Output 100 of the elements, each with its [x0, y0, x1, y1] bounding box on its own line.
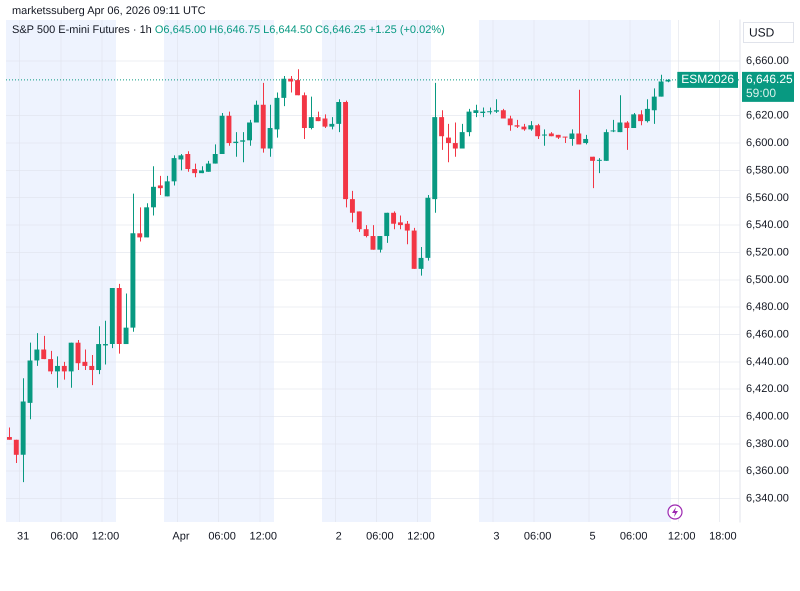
candlestick — [151, 166, 156, 216]
candlestick — [542, 128, 547, 146]
candlestick — [535, 123, 540, 140]
x-tick-label: 06:00 — [620, 530, 648, 542]
x-tick-label: 12:00 — [92, 530, 120, 542]
candlestick — [473, 104, 478, 118]
x-tick-label: 12:00 — [668, 530, 696, 542]
candlestick — [82, 349, 88, 371]
candlestick — [644, 98, 650, 124]
y-tick-label: 6,500.00 — [746, 274, 789, 286]
y-tick-label: 6,360.00 — [746, 465, 789, 478]
candlestick — [103, 320, 108, 366]
y-tick-label: 6,600.00 — [746, 137, 789, 150]
candlestick — [268, 104, 273, 158]
candlestick — [48, 350, 54, 375]
candlestick — [76, 339, 80, 371]
candlestick — [356, 210, 362, 232]
annotation: O6,645.00 H6,646.75 L6,644.50 C6,646.25 +1.25 (+0.02%) — [154, 24, 445, 36]
x-tick-label: 06:00 — [50, 530, 78, 542]
candlestick — [350, 190, 355, 223]
y-axis-title: USD — [749, 25, 775, 40]
x-tick-label: Apr — [172, 530, 190, 542]
candlestick — [638, 110, 643, 126]
y-tick-label: 6,560.00 — [746, 192, 789, 204]
candlestick — [404, 220, 410, 245]
candlestick — [391, 210, 396, 230]
y-tick-label: 6,660.00 — [746, 55, 789, 68]
candlestick — [631, 112, 636, 129]
candlestick — [158, 175, 163, 196]
candlestick — [508, 115, 513, 132]
y-tick-label: 6,400.00 — [746, 410, 789, 423]
candlestick — [62, 361, 67, 380]
x-tick-label: 2 — [336, 530, 342, 542]
candlestick — [247, 119, 252, 146]
candlestick — [212, 144, 218, 164]
x-tick-label: 06:00 — [208, 530, 236, 542]
annotation: S&P 500 E-mini Futures · 1h — [12, 24, 153, 36]
candlestick — [446, 123, 451, 163]
candlestick — [172, 154, 177, 186]
candlestick — [41, 335, 46, 360]
y-tick-label: 6,420.00 — [746, 383, 789, 396]
x-tick-label: 5 — [589, 530, 596, 542]
ref-line-label: ESM2026 — [681, 72, 734, 86]
candlestick — [596, 158, 602, 174]
candlestick — [610, 119, 616, 133]
candlestick — [233, 132, 238, 158]
y-tick-label: 6,440.00 — [746, 356, 789, 368]
candlestick — [652, 88, 657, 124]
text: 6,646.25 — [746, 72, 794, 86]
candlestick — [384, 212, 390, 244]
candlestick — [624, 120, 630, 150]
candlestick — [377, 236, 382, 253]
candlestick — [288, 76, 294, 93]
candlestick — [6, 426, 12, 440]
candlestick — [370, 224, 376, 250]
candlestick — [576, 89, 582, 145]
x-tick-label: 31 — [17, 530, 30, 542]
candlestick — [308, 96, 314, 130]
candlestick — [34, 332, 40, 366]
candlestick — [480, 107, 486, 118]
y-tick-label: 6,540.00 — [746, 219, 789, 232]
candlestick — [206, 160, 211, 172]
candlestick — [500, 108, 506, 119]
candlestick — [192, 163, 198, 178]
candlestick — [617, 94, 622, 133]
candlestick — [14, 439, 19, 464]
candlestick — [590, 156, 595, 189]
candlestick — [295, 68, 300, 96]
x-tick-label: 12:00 — [407, 530, 435, 542]
x-tick-label: 18:00 — [709, 530, 737, 542]
text: marketssuberg Apr 06, 2026 09:11 UTC — [12, 5, 206, 17]
candlestick — [569, 128, 574, 146]
candlestick — [329, 116, 334, 130]
y-tick-label: 6,340.00 — [746, 492, 789, 505]
candlestick — [418, 246, 424, 276]
candlestick — [452, 122, 458, 158]
y-tick-label: 6,380.00 — [746, 438, 789, 450]
candlestick — [583, 134, 588, 145]
candlestick — [494, 98, 499, 114]
candlestick — [336, 98, 342, 133]
candlestick — [460, 123, 465, 150]
x-tick-label: 06:00 — [524, 530, 552, 542]
y-tick-label: 6,620.00 — [746, 110, 789, 122]
candlestick — [398, 215, 403, 230]
candlestick — [322, 114, 328, 129]
candlestick — [254, 100, 259, 124]
candlestick — [124, 292, 129, 345]
y-tick-label: 6,520.00 — [746, 246, 789, 258]
y-tick-label: 6,480.00 — [746, 301, 789, 314]
x-tick-label: 3 — [493, 530, 500, 542]
candlestick — [364, 224, 369, 238]
candlestick — [54, 356, 60, 388]
text: 59:00 — [746, 86, 776, 100]
candlestick — [439, 110, 444, 150]
y-tick-label: 6,580.00 — [746, 164, 789, 176]
candlestick — [164, 175, 170, 197]
candlestick — [466, 108, 472, 137]
candlestick — [185, 150, 190, 172]
x-tick-label: 06:00 — [366, 530, 394, 542]
candlestick — [178, 153, 184, 171]
